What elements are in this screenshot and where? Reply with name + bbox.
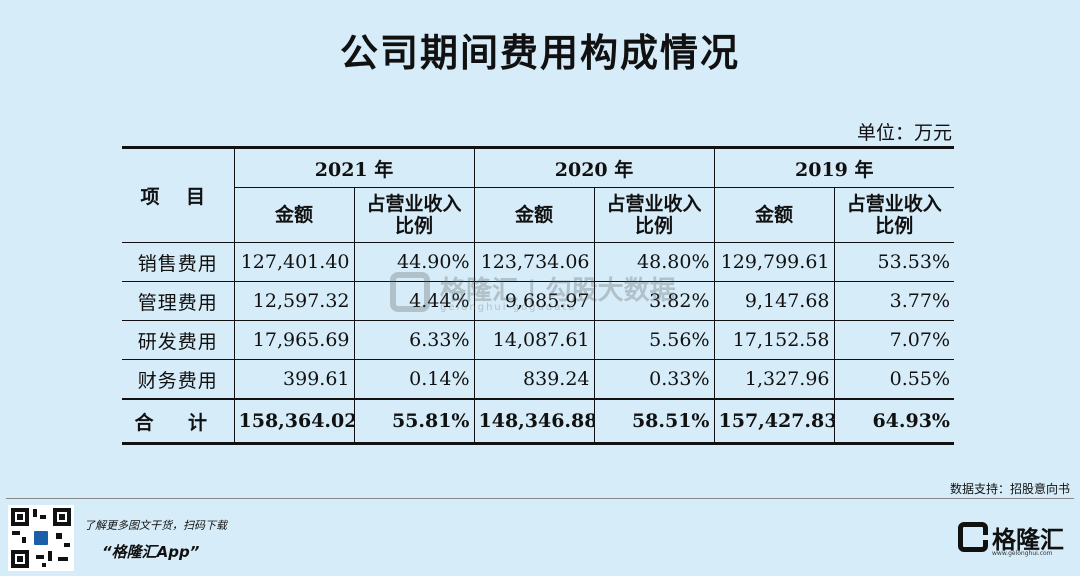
amount-header: 金额 xyxy=(714,187,835,243)
table-cell: 129,799.61 xyxy=(714,242,835,282)
table-cell: 127,401.40 xyxy=(234,242,355,282)
brand-name: 格隆汇 xyxy=(992,526,1064,554)
table-row: 管理费用 12,597.32 4.44% 9,685.97 3.82% 9,14… xyxy=(122,281,954,321)
promo-line-2: “格隆汇App” xyxy=(102,543,200,561)
table-cell: 17,152.58 xyxy=(714,320,835,360)
total-row: 合 计 158,364.02 55.81% 148,346.88 58.51% … xyxy=(122,398,954,442)
ratio-header: 占营业收入比例 xyxy=(594,187,715,243)
amount-header: 金额 xyxy=(234,187,355,243)
total-label: 合 计 xyxy=(122,398,235,442)
table-cell: 7.07% xyxy=(834,320,954,360)
total-cell: 158,364.02 xyxy=(234,398,355,442)
table-cell: 5.56% xyxy=(594,320,715,360)
amount-header: 金额 xyxy=(474,187,595,243)
table-cell: 3.82% xyxy=(594,281,715,321)
table-cell: 0.33% xyxy=(594,359,715,400)
total-cell: 55.81% xyxy=(354,398,475,442)
table-cell: 48.80% xyxy=(594,242,715,282)
page-title: 公司期间费用构成情况 xyxy=(339,31,740,75)
table-cell: 839.24 xyxy=(474,359,595,400)
item-header: 项 目 xyxy=(122,149,235,243)
unit-label: 单位：万元 xyxy=(856,122,952,144)
table-cell: 123,734.06 xyxy=(474,242,595,282)
table-cell: 0.14% xyxy=(354,359,475,400)
total-cell: 64.93% xyxy=(834,398,954,442)
expense-table-wrapper: 项 目 2021 年 2020 年 2019 年 金额 占营业收入比例 金额 占… xyxy=(122,146,954,445)
qr-code-icon xyxy=(8,505,74,571)
total-cell: 157,427.83 xyxy=(714,398,835,442)
table-cell: 14,087.61 xyxy=(474,320,595,360)
ratio-header: 占营业收入比例 xyxy=(354,187,475,243)
table-cell: 0.55% xyxy=(834,359,954,400)
total-cell: 58.51% xyxy=(594,398,715,442)
table-cell: 1,327.96 xyxy=(714,359,835,400)
app-logo-icon xyxy=(32,529,50,547)
table-row: 财务费用 399.61 0.14% 839.24 0.33% 1,327.96 … xyxy=(122,359,954,400)
table-cell: 3.77% xyxy=(834,281,954,321)
row-label: 管理费用 xyxy=(122,281,235,321)
total-cell: 148,346.88 xyxy=(474,398,595,442)
table-row: 销售费用 127,401.40 44.90% 123,734.06 48.80%… xyxy=(122,242,954,282)
table-cell: 399.61 xyxy=(234,359,355,400)
table-cell: 12,597.32 xyxy=(234,281,355,321)
year-header-2019: 2019 年 xyxy=(714,149,954,188)
table-cell: 9,147.68 xyxy=(714,281,835,321)
expense-table: 项 目 2021 年 2020 年 2019 年 金额 占营业收入比例 金额 占… xyxy=(122,149,954,442)
table-row: 研发费用 17,965.69 6.33% 14,087.61 5.56% 17,… xyxy=(122,320,954,360)
table-cell: 44.90% xyxy=(354,242,475,282)
table-cell: 4.44% xyxy=(354,281,475,321)
footer-divider xyxy=(6,498,1074,499)
year-header-2021: 2021 年 xyxy=(234,149,475,188)
gelonghui-logo-icon xyxy=(958,522,988,552)
brand-url: www.gelonghui.com xyxy=(992,550,1053,557)
row-label: 研发费用 xyxy=(122,320,235,360)
table-cell: 17,965.69 xyxy=(234,320,355,360)
table-cell: 6.33% xyxy=(354,320,475,360)
row-label: 销售费用 xyxy=(122,242,235,282)
brand-logo: 格隆汇 www.gelonghui.com xyxy=(958,520,1070,557)
year-header-2020: 2020 年 xyxy=(474,149,715,188)
table-cell: 53.53% xyxy=(834,242,954,282)
ratio-header: 占营业收入比例 xyxy=(834,187,954,243)
row-label: 财务费用 xyxy=(122,359,235,400)
promo-line-1: 了解更多图文干货，扫码下载 xyxy=(84,519,227,532)
table-cell: 9,685.97 xyxy=(474,281,595,321)
data-source: 数据支持：招股意向书 xyxy=(949,482,1070,496)
